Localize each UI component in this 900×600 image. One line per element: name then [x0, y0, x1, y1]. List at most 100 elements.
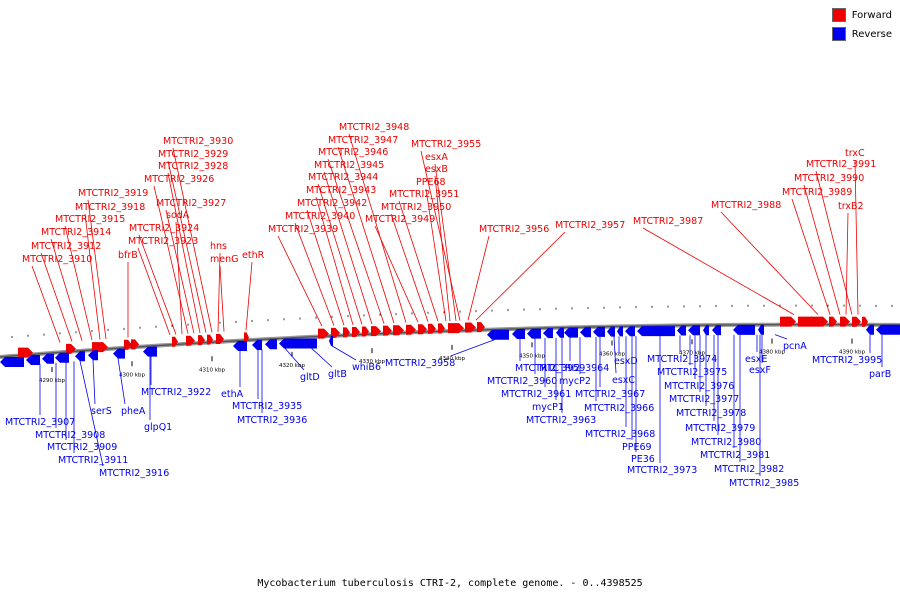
gene-label-forward: trxC [845, 148, 865, 159]
forward-swatch [831, 8, 846, 22]
gene-arrow-reverse [758, 324, 764, 335]
gene-arrow-forward [92, 342, 108, 353]
leader-line-forward [815, 170, 853, 315]
gene-label-reverse: MTCTRI2_3976 [664, 381, 734, 392]
leader-line-reverse [450, 339, 496, 357]
gene-label-reverse: pcnA [783, 341, 807, 352]
gene-label-reverse: MTCTRI2_3964 [539, 363, 609, 374]
gene-label-forward: ethR [242, 250, 265, 261]
gene-label-forward: PPE68 [416, 177, 446, 188]
gene-arrow-reverse [26, 355, 40, 365]
leader-line-forward [165, 209, 195, 334]
gene-arrow-forward [829, 316, 837, 327]
gene-arrow-forward [352, 327, 360, 337]
gene-arrow-forward [216, 334, 224, 344]
scale-tick-label: 4350 kbp [519, 353, 545, 359]
gene-arrow-reverse [0, 357, 24, 367]
gene-label-reverse: gltB [328, 369, 347, 380]
gene-label-reverse: MTCTRI2_3978 [676, 408, 746, 419]
gene-arrow-reverse [265, 339, 277, 350]
scale-tick-label: 4340 kbp [439, 356, 465, 362]
gene-arrow-forward [343, 327, 350, 338]
leader-line-forward [327, 158, 385, 324]
gene-label-reverse: MTCTRI2_3960 [487, 376, 557, 387]
gene-arrow-reverse [75, 351, 85, 362]
leader-line-forward [306, 209, 345, 326]
gene-arrow-reverse [712, 325, 721, 336]
gene-label-reverse: MTCTRI2_3973 [627, 465, 697, 476]
gene-arrow-forward [124, 339, 132, 350]
gene-label-reverse: MTCTRI2_3977 [669, 394, 739, 405]
gene-label-reverse: MTCTRI2_3995 [812, 355, 882, 366]
leader-line-forward [219, 265, 225, 332]
gene-arrow-forward [371, 326, 381, 337]
leader-line-reverse [774, 334, 788, 340]
gene-arrow-reverse [617, 326, 623, 337]
gene-label-reverse: gltD [300, 372, 320, 383]
gene-arrow-forward [198, 335, 205, 346]
gene-arrow-reverse [88, 350, 98, 361]
gene-label-forward: MTCTRI2_3956 [479, 224, 549, 235]
gene-arrow-reverse [55, 352, 69, 363]
gene-arrow-forward [18, 347, 33, 358]
gene-label-forward: MTCTRI2_3919 [78, 188, 148, 199]
leader-line-forward [425, 188, 447, 322]
leader-line-forward [398, 200, 439, 322]
leader-line-forward [854, 159, 859, 315]
legend-forward: Forward [831, 8, 892, 22]
gene-arrow-forward [318, 328, 329, 339]
gene-arrow-reverse [580, 327, 591, 338]
gene-label-forward: bfrB [118, 250, 138, 261]
gene-arrow-forward [477, 322, 485, 333]
leader-line-forward [323, 171, 373, 325]
leader-line-forward [317, 183, 363, 325]
gene-label-reverse: MTCTRI2_3979 [685, 423, 755, 434]
legend-reverse-label: Reverse [851, 28, 892, 40]
leader-line-reverse [284, 347, 305, 371]
gene-label-forward: MTCTRI2_3955 [411, 139, 481, 150]
gene-arrow-forward [172, 336, 178, 347]
gene-arrow-reverse [625, 326, 635, 337]
gene-arrow-reverse [688, 325, 700, 336]
gene-arrow-forward [383, 325, 392, 336]
gene-arrow-reverse [677, 325, 686, 336]
genome-caption: Mycobacterium tuberculosis CTRI-2, compl… [257, 578, 643, 589]
scale-ticks: 4290 kbp 4300 kbp 4310 kbp 4320 kbp 4330 kbp… [11, 304, 893, 384]
gene-label-reverse: esxE [745, 354, 767, 365]
scale-tick-label: 4300 kbp [119, 372, 145, 378]
leader-line-forward [167, 160, 207, 333]
legend-reverse: Reverse [831, 27, 892, 41]
leader-line-forward [64, 225, 93, 341]
leader-line-forward [791, 198, 831, 315]
gene-label-reverse: MTCTRI2_3967 [575, 389, 645, 400]
gene-arrow-reverse [487, 329, 509, 340]
leader-line-forward [294, 222, 335, 326]
gene-arrow-forward [780, 316, 796, 327]
gene-label-forward: MTCTRI2_3988 [711, 200, 781, 211]
gene-label-forward: MTCTRI2_3939 [268, 224, 338, 235]
leader-line-forward [50, 238, 83, 341]
gene-label-forward: MTCTRI2_3929 [158, 149, 228, 160]
scale-tick-label: 4310 kbp [199, 367, 225, 373]
gene-label-reverse: MTCTRI2_3958 [385, 358, 455, 369]
scale-tick-label: 4330 kbp [359, 359, 385, 365]
gene-arrow-reverse [329, 336, 333, 346]
leader-line-forward [434, 175, 451, 322]
gene-arrows [0, 316, 900, 367]
gene-arrow-forward [862, 316, 868, 327]
gene-arrow-reverse [703, 325, 709, 336]
gene-label-reverse: glpQ1 [144, 422, 172, 433]
gene-arrow-forward [448, 323, 464, 334]
scale-tick-label: 4320 kbp [279, 363, 305, 369]
gene-arrow-forward [428, 323, 436, 334]
leader-line-forward [40, 252, 73, 342]
gene-arrow-reverse [113, 348, 125, 359]
gene-label-reverse: MTCTRI2_3911 [58, 455, 128, 466]
leader-line-reverse [309, 346, 333, 368]
gene-arrow-forward [393, 325, 404, 336]
gene-arrow-reverse [543, 328, 553, 339]
gene-arrow-forward [798, 316, 828, 327]
gene-label-reverse: whiB6 [352, 362, 381, 373]
leader-line-forward [175, 221, 183, 335]
gene-arrow-reverse [733, 324, 755, 335]
